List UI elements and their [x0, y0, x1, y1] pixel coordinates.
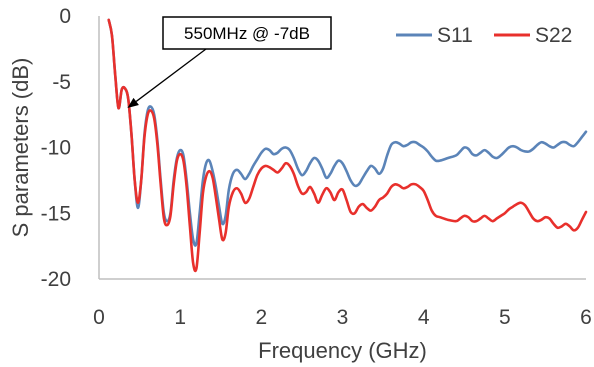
- x-tick-label: 6: [580, 306, 592, 329]
- annotation-label: 550MHz @ -7dB: [184, 24, 310, 43]
- x-tick-label: 1: [174, 306, 186, 329]
- annotation-box: [162, 16, 332, 50]
- series-layer: [107, 18, 588, 273]
- x-axis-title: Frequency (GHz): [258, 338, 427, 363]
- y-tick-label: -15: [41, 202, 71, 225]
- y-axis-title: S parameters (dB): [8, 58, 33, 238]
- legend-label-s22: S22: [535, 24, 572, 47]
- legend-label-s11: S11: [437, 24, 473, 47]
- y-tick-label: 0: [59, 5, 71, 28]
- y-tick-label: -5: [52, 71, 71, 94]
- annotation-arrow: [135, 48, 207, 102]
- annotation: 550MHz @ -7dB: [127, 16, 332, 109]
- x-tick-label: 0: [93, 306, 105, 329]
- annotation-arrowhead: [127, 97, 139, 109]
- y-tick-labels: 0 -5 -10 -15 -20: [41, 5, 71, 291]
- x-tick-labels: 0 1 2 3 4 5 6: [93, 306, 592, 329]
- series-line-s22: [107, 18, 588, 273]
- x-tick-label: 4: [418, 306, 430, 329]
- x-tick-label: 3: [337, 306, 349, 329]
- x-tick-label: 2: [255, 306, 267, 329]
- legend: S11 S22: [396, 24, 572, 47]
- series-line-s11: [107, 18, 588, 247]
- x-tick-label: 5: [499, 306, 511, 329]
- y-tick-label: -20: [41, 268, 71, 291]
- axes: [98, 16, 586, 280]
- y-tick-label: -10: [41, 137, 71, 160]
